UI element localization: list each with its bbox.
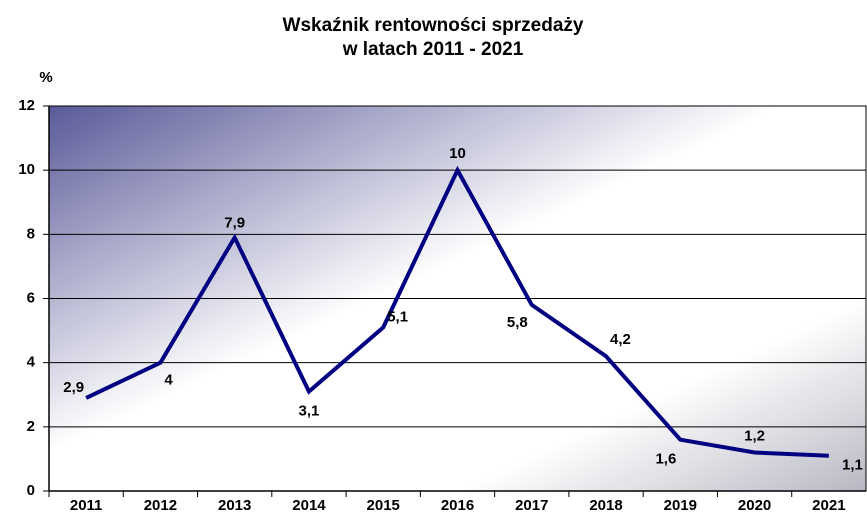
- data-label: 7,9: [224, 215, 245, 232]
- data-label: 2,9: [63, 379, 84, 396]
- chart-title: w latach 2011 - 2021: [342, 39, 524, 60]
- data-label: 1,2: [744, 427, 765, 444]
- x-tick-label: 2014: [292, 497, 326, 513]
- data-label: 4: [164, 372, 173, 389]
- data-label: 3,1: [299, 403, 320, 420]
- y-tick-label: 12: [18, 97, 35, 114]
- x-tick-label: 2011: [70, 497, 103, 513]
- y-tick-label: 6: [27, 289, 35, 306]
- y-tick-label: 10: [18, 161, 35, 178]
- x-tick-label: 2019: [664, 497, 697, 513]
- y-tick-label: 8: [27, 225, 35, 242]
- y-tick-label: 2: [27, 418, 35, 435]
- x-tick-label: 2015: [367, 497, 400, 513]
- x-tick-label: 2016: [441, 497, 474, 513]
- x-tick-label: 2017: [515, 497, 548, 513]
- x-tick-label: 2013: [218, 497, 251, 513]
- x-tick-label: 2018: [589, 497, 622, 513]
- data-label: 10: [449, 145, 466, 162]
- data-label: 1,1: [842, 457, 863, 474]
- data-label: 4,2: [610, 331, 631, 348]
- x-tick-label: 2021: [812, 497, 845, 513]
- data-label: 5,8: [507, 314, 528, 331]
- chart-title: Wskaźnik rentowności sprzedaży: [283, 15, 584, 36]
- data-label: 1,6: [655, 451, 676, 468]
- data-label: 5,1: [387, 308, 408, 325]
- y-axis-label: %: [39, 69, 52, 86]
- x-tick-label: 2012: [144, 497, 177, 513]
- x-tick-label: 2020: [738, 497, 771, 513]
- y-tick-label: 0: [27, 482, 35, 499]
- y-tick-label: 4: [27, 354, 36, 371]
- line: [85, 165, 829, 458]
